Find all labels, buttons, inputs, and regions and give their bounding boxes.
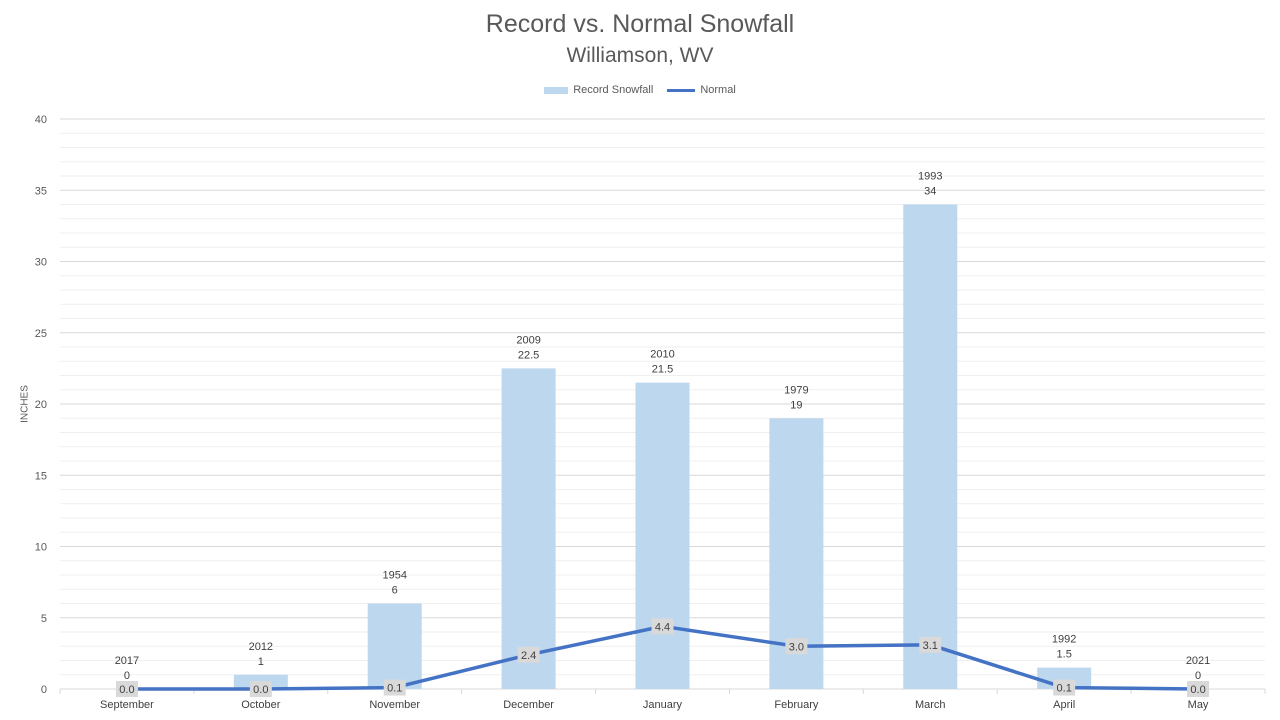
normal-point-label: 3.0 (785, 638, 808, 655)
x-tick-label: May (1188, 699, 1209, 711)
normal-point-label: 4.4 (651, 618, 674, 635)
legend-label-normal: Normal (700, 84, 736, 96)
record-value-label: 22.5 (518, 349, 539, 361)
y-tick-label: 25 (35, 328, 47, 340)
record-value-label: 34 (924, 186, 936, 198)
record-value-label: 0 (1195, 670, 1201, 682)
record-year-label: 2021 (1186, 655, 1210, 667)
normal-label-box (115, 681, 138, 697)
normal-value-label: 3.0 (789, 641, 804, 653)
record-value-label: 1.5 (1057, 649, 1072, 661)
legend: Record Snowfall Normal (0, 84, 1280, 96)
legend-swatch-normal (667, 88, 696, 92)
y-tick-label: 35 (35, 185, 47, 197)
normal-label-box (383, 679, 406, 696)
x-tick-label: November (369, 699, 420, 711)
y-tick-label: 10 (35, 542, 47, 554)
x-tick-label: December (503, 699, 554, 711)
normal-label-box (919, 636, 942, 653)
normal-label-box (785, 638, 808, 655)
record-value-label: 21.5 (652, 364, 673, 376)
record-value-label: 6 (392, 585, 398, 597)
normal-point-label: 0.1 (383, 679, 406, 696)
normal-point-label: 0.0 (1187, 681, 1210, 697)
record-year-label: 2012 (249, 641, 273, 653)
normal-point-label: 0.0 (249, 681, 272, 697)
normal-label-box (249, 681, 272, 697)
legend-swatch-record (544, 86, 569, 94)
normal-value-label: 0.0 (1190, 684, 1205, 696)
record-value-label: 1 (258, 656, 264, 668)
normal-point-label: 0.0 (115, 681, 138, 697)
x-tick-label: April (1053, 699, 1075, 711)
normal-value-label: 0.0 (119, 684, 134, 696)
normal-label-box (1187, 681, 1210, 697)
legend-item-normal: Normal (667, 84, 736, 96)
normal-value-label: 4.4 (655, 621, 670, 633)
normal-point-label: 0.1 (1053, 679, 1076, 696)
normal-label-box (651, 618, 674, 635)
y-tick-label: 20 (35, 399, 47, 411)
x-tick-label: September (100, 699, 154, 711)
normal-value-label: 0.1 (387, 683, 402, 695)
normal-label-box (517, 646, 540, 663)
legend-item-record: Record Snowfall (544, 84, 653, 96)
x-tick-label: January (643, 699, 683, 711)
normal-value-label: 2.4 (521, 650, 536, 662)
record-year-label: 1954 (382, 570, 406, 582)
y-tick-label: 15 (35, 470, 47, 482)
normal-value-label: 0.1 (1057, 683, 1072, 695)
record-year-label: 1979 (784, 384, 808, 396)
normal-value-label: 0.0 (253, 684, 268, 696)
y-tick-label: 5 (41, 613, 47, 625)
record-bar (635, 382, 690, 689)
y-tick-label: 30 (35, 257, 47, 269)
chart-title: Record vs. Normal Snowfall (485, 10, 795, 38)
y-tick-label: 40 (35, 114, 47, 126)
record-year-label: 2010 (650, 349, 674, 361)
x-tick-label: March (915, 699, 946, 711)
normal-point-label: 3.1 (919, 636, 942, 653)
record-value-label: 0 (124, 670, 130, 682)
record-year-label: 2017 (115, 655, 139, 667)
record-bar (367, 603, 422, 689)
record-year-label: 1992 (1052, 634, 1076, 646)
chart-subtitle: Williamson, WV (566, 44, 714, 67)
record-bar (903, 204, 958, 689)
normal-point-label: 2.4 (517, 646, 540, 663)
record-value-label: 19 (790, 399, 802, 411)
x-tick-label: February (774, 699, 819, 711)
normal-value-label: 3.1 (923, 640, 938, 652)
y-tick-label: 0 (41, 684, 47, 696)
record-bar (501, 368, 556, 689)
record-year-label: 2009 (516, 334, 540, 346)
x-tick-label: October (241, 699, 280, 711)
normal-label-box (1053, 679, 1076, 696)
legend-label-record: Record Snowfall (573, 84, 654, 96)
record-year-label: 1993 (918, 171, 942, 183)
